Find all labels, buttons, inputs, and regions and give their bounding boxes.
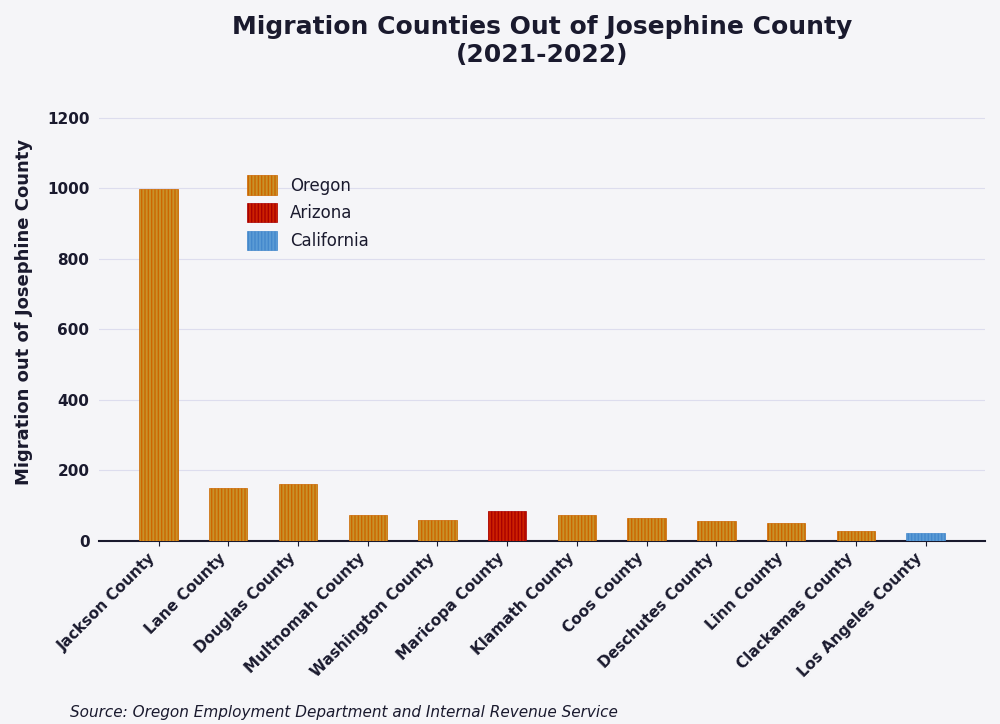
Legend: Oregon, Arizona, California: Oregon, Arizona, California bbox=[240, 169, 376, 256]
Bar bbox=[139, 189, 178, 541]
Bar bbox=[906, 533, 945, 541]
Text: Source: Oregon Employment Department and Internal Revenue Service: Source: Oregon Employment Department and… bbox=[70, 705, 618, 720]
Bar bbox=[558, 515, 596, 541]
Bar bbox=[767, 523, 805, 541]
Bar bbox=[837, 531, 875, 541]
Bar bbox=[418, 520, 457, 541]
Bar bbox=[209, 488, 247, 541]
Title: Migration Counties Out of Josephine County
(2021-2022): Migration Counties Out of Josephine Coun… bbox=[232, 15, 852, 67]
Bar bbox=[349, 515, 387, 541]
Bar bbox=[627, 518, 666, 541]
Bar bbox=[697, 521, 736, 541]
Y-axis label: Migration out of Josephine County: Migration out of Josephine County bbox=[15, 138, 33, 484]
Bar bbox=[488, 511, 526, 541]
Bar bbox=[279, 484, 317, 541]
